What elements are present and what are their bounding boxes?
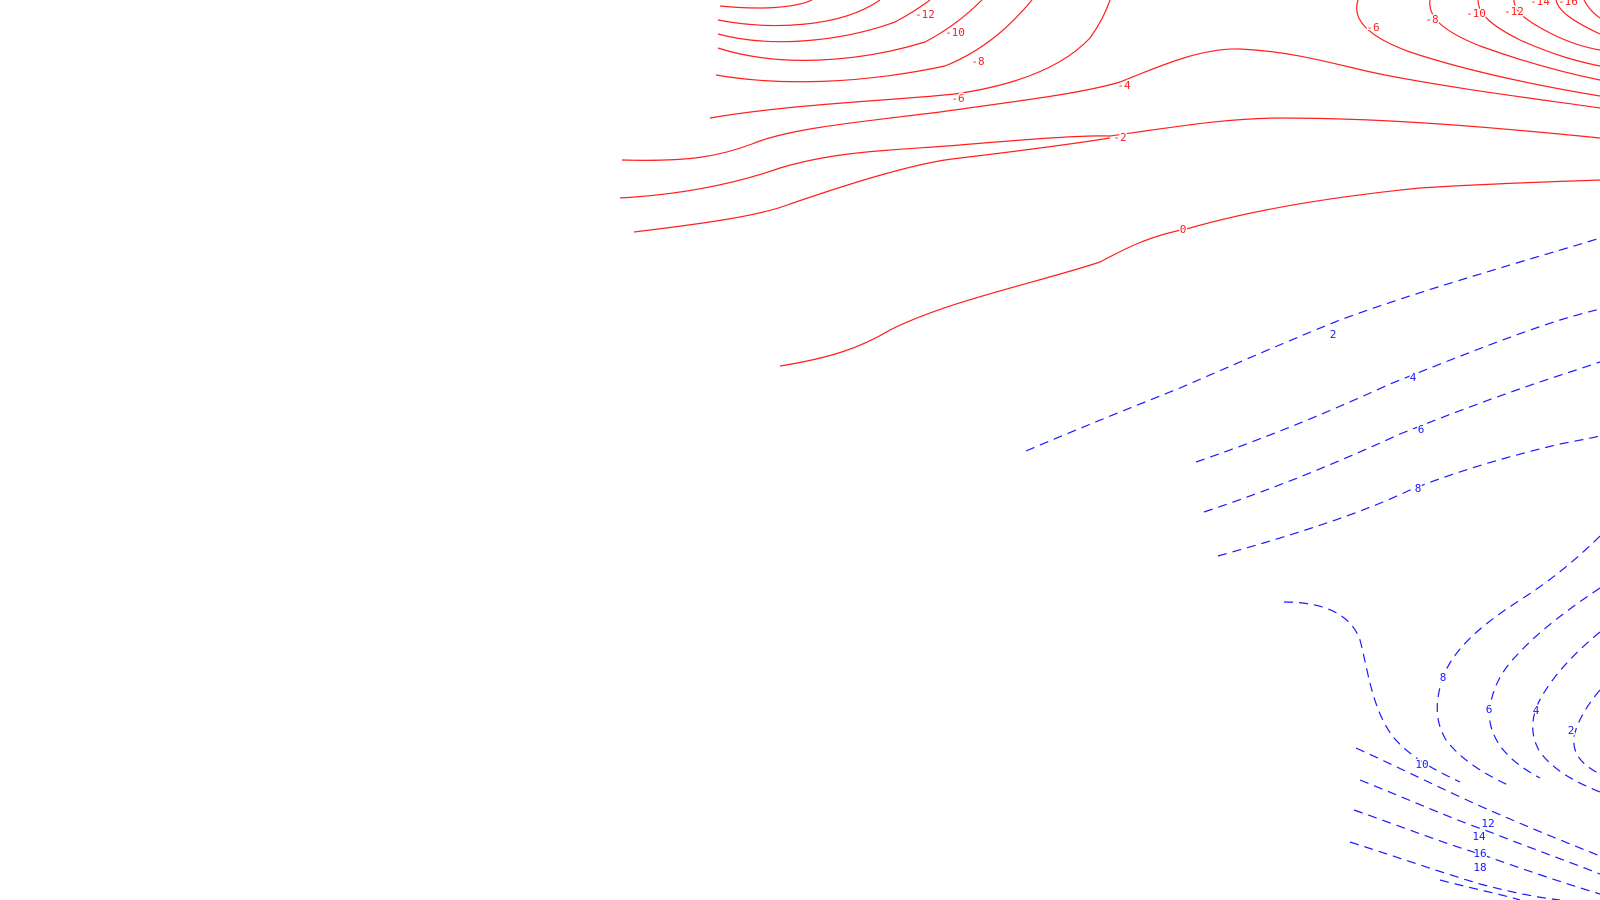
contour-line <box>1356 0 1600 97</box>
contour-line <box>1429 0 1600 81</box>
contour-label: 8 <box>1415 482 1422 495</box>
contour-label: 2 <box>1330 328 1337 341</box>
contour-label: 2 <box>1568 724 1575 737</box>
contour-label: -10 <box>1466 7 1486 20</box>
contour-line <box>633 137 1111 233</box>
contour-line <box>1489 587 1600 779</box>
contour-line <box>717 0 931 43</box>
contour-line <box>715 0 1033 83</box>
contour-label: -14 <box>1530 0 1550 8</box>
contour-line <box>779 179 1600 367</box>
contour-line <box>717 0 881 27</box>
contour-label: 12 <box>1481 817 1494 830</box>
contour-line <box>1025 237 1600 452</box>
contour-label: -4 <box>1117 79 1131 92</box>
contour-line <box>1355 747 1600 857</box>
contour-label: 8 <box>1440 671 1447 684</box>
contour-line <box>709 0 1111 119</box>
contour-line <box>1436 535 1600 787</box>
contour-line <box>1439 879 1521 900</box>
contour-line <box>1203 361 1600 513</box>
contour-label: 14 <box>1472 830 1486 843</box>
contour-label: 4 <box>1410 371 1417 384</box>
contour-label: -8 <box>1425 13 1438 26</box>
contour-line <box>1583 0 1600 19</box>
contour-line <box>1555 0 1600 35</box>
contour-label: -6 <box>951 92 964 105</box>
contour-line <box>1349 841 1561 900</box>
contour-line <box>1195 308 1600 463</box>
contour-label: 4 <box>1533 704 1540 717</box>
contour-label: -16 <box>1558 0 1578 8</box>
contour-line <box>1513 0 1600 51</box>
contour-label: -10 <box>945 26 965 39</box>
negative-contours: -12 -10 -8 -6 -4 -2 0 -6 -8 -10 -12 -14 … <box>619 0 1600 367</box>
contour-line <box>1217 435 1600 557</box>
contour-label: -2 <box>1113 131 1126 144</box>
contour-label: -12 <box>1504 5 1524 18</box>
contour-label: -8 <box>971 55 984 68</box>
contour-label: 16 <box>1473 847 1486 860</box>
contour-line <box>1359 779 1600 875</box>
contour-line <box>717 0 983 61</box>
contour-line <box>1573 689 1600 775</box>
contour-label: 0 <box>1180 223 1187 236</box>
contour-label: 18 <box>1473 861 1486 874</box>
contour-label: 6 <box>1486 703 1493 716</box>
contour-line <box>619 117 1600 199</box>
contour-label: -6 <box>1366 21 1379 34</box>
contour-line <box>1477 0 1600 67</box>
contour-line <box>1283 601 1461 783</box>
positive-contours: 2 4 6 8 8 6 4 2 10 12 14 16 18 <box>1025 237 1600 900</box>
contour-label: -12 <box>915 8 935 21</box>
contour-line <box>621 48 1600 161</box>
contour-label: 6 <box>1418 423 1425 436</box>
contour-label: 10 <box>1415 758 1428 771</box>
contour-line <box>719 0 813 9</box>
